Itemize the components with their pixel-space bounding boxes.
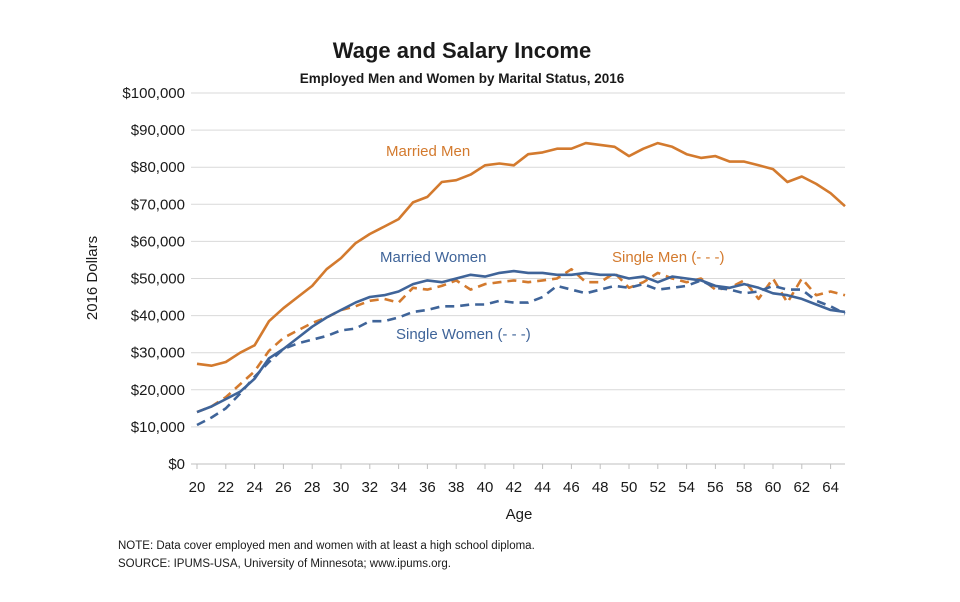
- y-tick-label: $20,000: [131, 382, 185, 399]
- chart-title: Wage and Salary Income: [333, 38, 591, 63]
- series-label-married-women: Married Women: [380, 249, 486, 266]
- chart-subtitle: Employed Men and Women by Marital Status…: [300, 71, 625, 86]
- x-tick-label: 50: [621, 479, 638, 496]
- y-tick-label: $0: [168, 456, 185, 473]
- x-tick-label: 58: [736, 479, 753, 496]
- series-label-single-men: Single Men (- - -): [612, 249, 725, 266]
- x-tick-label: 24: [246, 479, 263, 496]
- x-tick-label: 42: [505, 479, 522, 496]
- series-line-married-women: [196, 269, 846, 414]
- y-axis: $0 $10,000 $20,000 $30,000 $40,000 $50,000 $60…: [122, 85, 185, 473]
- x-tick-label: 22: [217, 479, 234, 496]
- y-tick-label: $90,000: [131, 122, 185, 139]
- x-tick-label: 30: [333, 479, 350, 496]
- x-tick-label: 32: [361, 479, 378, 496]
- series-label-married-men: Married Men: [386, 143, 470, 160]
- series-line-single-men: [196, 267, 846, 414]
- x-tick-label: 26: [275, 479, 292, 496]
- y-tick-label: $70,000: [131, 196, 185, 213]
- x-tick-label: 38: [448, 479, 465, 496]
- y-tick-label: $100,000: [122, 85, 185, 102]
- x-axis-label: Age: [506, 506, 533, 523]
- x-tick-label: 36: [419, 479, 436, 496]
- y-tick-label: $60,000: [131, 233, 185, 250]
- x-tick-label: 40: [477, 479, 494, 496]
- x-tick-label: 34: [390, 479, 407, 496]
- y-axis-label: 2016 Dollars: [84, 236, 101, 320]
- x-axis: 20 22 24 26 28 30 32 34 36 38 40 42 44 46 48 50 52 54 56 58…: [189, 464, 839, 496]
- x-tick-label: 20: [189, 479, 206, 496]
- x-tick-label: 46: [563, 479, 580, 496]
- y-tick-label: $80,000: [131, 159, 185, 176]
- series-line-single-women: [196, 279, 846, 427]
- series-line-married-men: [196, 141, 846, 368]
- x-tick-label: 64: [822, 479, 839, 496]
- x-tick-label: 54: [678, 479, 695, 496]
- y-tick-label: $50,000: [131, 271, 185, 288]
- gridlines: [191, 92, 845, 465]
- footnote-note: NOTE: Data cover employed men and women …: [118, 540, 535, 552]
- x-tick-label: 56: [707, 479, 724, 496]
- x-tick-label: 44: [534, 479, 551, 496]
- x-tick-label: 48: [592, 479, 609, 496]
- series-label-single-women: Single Women (- - -): [396, 326, 531, 343]
- x-tick-label: 52: [649, 479, 666, 496]
- x-tick-label: 28: [304, 479, 321, 496]
- x-tick-label: 60: [765, 479, 782, 496]
- footnote-source: SOURCE: IPUMS-USA, University of Minneso…: [118, 558, 451, 570]
- x-tick-label: 62: [793, 479, 810, 496]
- y-tick-label: $40,000: [131, 308, 185, 325]
- y-tick-label: $10,000: [131, 419, 185, 436]
- series-lines: [196, 141, 846, 427]
- y-tick-label: $30,000: [131, 345, 185, 362]
